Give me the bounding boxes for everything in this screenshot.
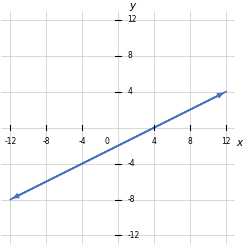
Text: 8: 8 bbox=[188, 137, 192, 146]
Text: 4: 4 bbox=[152, 137, 156, 146]
Text: -8: -8 bbox=[43, 137, 50, 146]
Text: y: y bbox=[129, 1, 135, 11]
Text: 8: 8 bbox=[127, 51, 132, 60]
Text: 12: 12 bbox=[221, 137, 231, 146]
Text: x: x bbox=[236, 138, 243, 149]
Text: -12: -12 bbox=[127, 231, 139, 240]
Text: -12: -12 bbox=[4, 137, 17, 146]
Text: 12: 12 bbox=[127, 15, 137, 24]
Text: -8: -8 bbox=[127, 195, 135, 204]
Text: 0: 0 bbox=[104, 137, 109, 146]
Text: -4: -4 bbox=[127, 159, 135, 168]
Text: -4: -4 bbox=[78, 137, 86, 146]
Text: 4: 4 bbox=[127, 87, 132, 96]
